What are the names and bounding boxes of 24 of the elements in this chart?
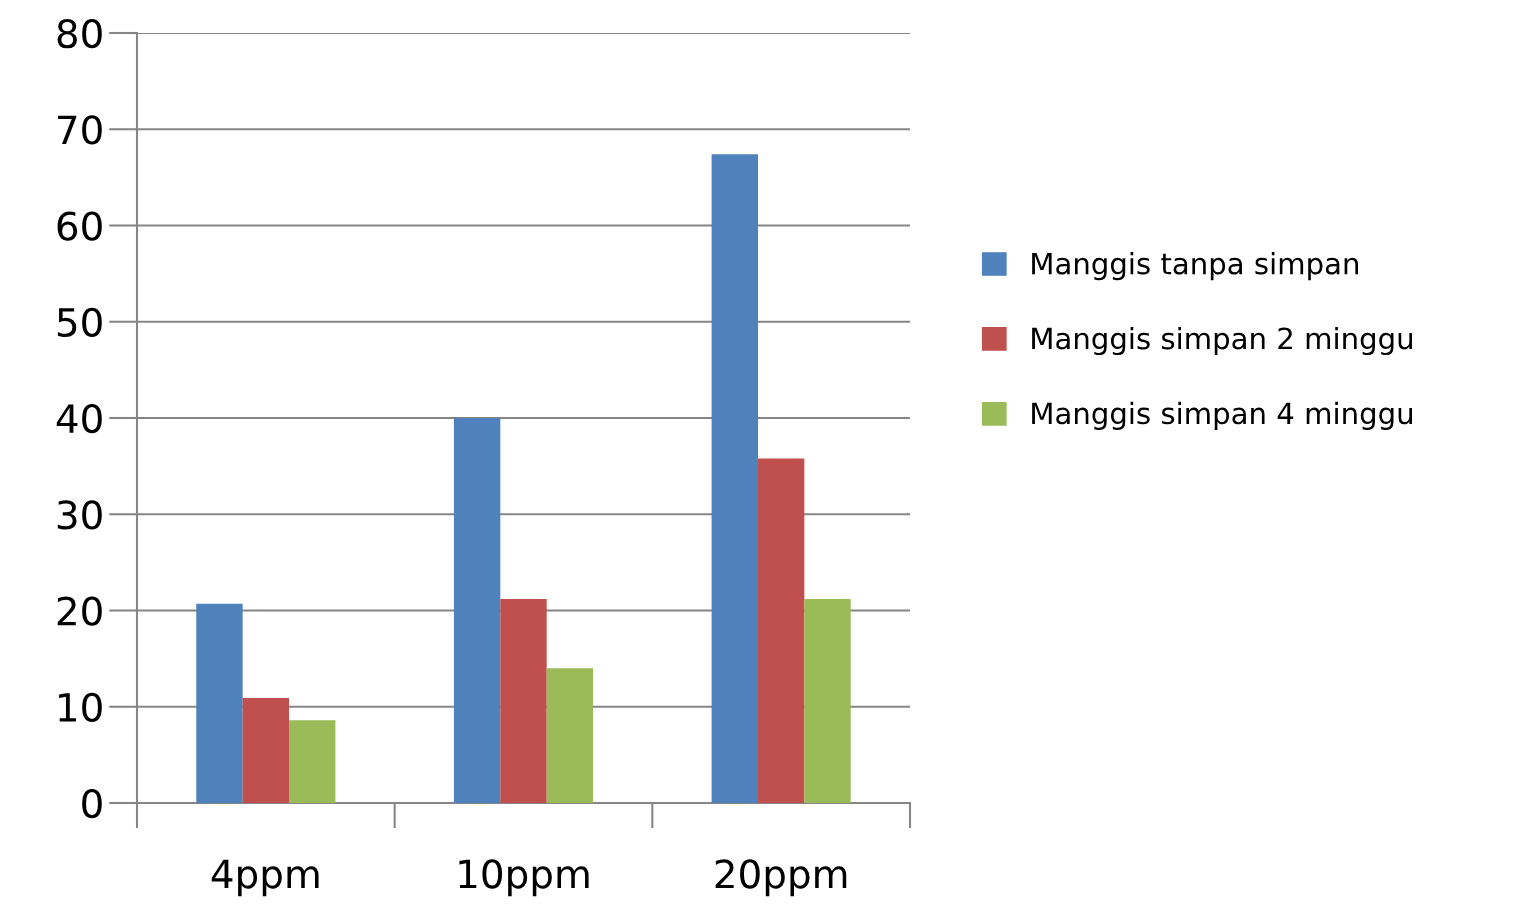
y-tick-label: 70 <box>58 115 102 145</box>
y-tick-label: 0 <box>82 788 102 819</box>
y-tick-label: 80 <box>57 18 102 49</box>
y-tick-label: 30 <box>57 500 102 530</box>
x-tick-label: 10ppm <box>459 859 589 897</box>
bar <box>242 698 290 803</box>
bar <box>711 154 758 803</box>
bar <box>500 598 547 803</box>
y-tick-label: 20 <box>57 596 102 626</box>
y-tick-label: 40 <box>56 403 102 434</box>
legend-label: Manggis simpan 4 minggu <box>1032 401 1412 431</box>
bar <box>453 418 501 803</box>
legend-label: Manggis simpan 2 minggu <box>1032 326 1412 356</box>
y-tick-label: 10 <box>59 692 102 723</box>
legend-label: Manggis tanpa simpan <box>1032 251 1358 281</box>
x-tick-label: 4ppm <box>211 859 319 897</box>
bar <box>804 598 851 803</box>
y-tick-label: 60 <box>57 211 102 241</box>
bar <box>196 603 243 803</box>
bar <box>546 668 594 803</box>
y-tick-label: 50 <box>57 307 102 338</box>
bar <box>757 458 805 803</box>
bar <box>289 720 336 803</box>
x-tick-label: 20ppm <box>715 859 847 897</box>
